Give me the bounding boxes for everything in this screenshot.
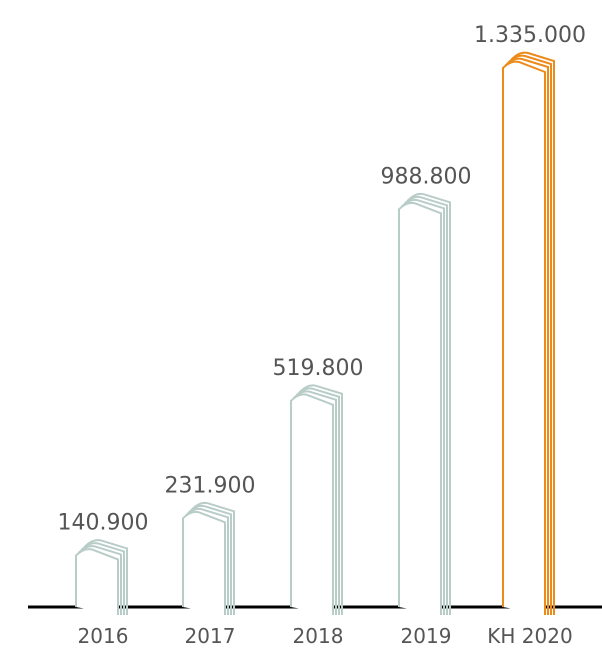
bar-2017 (182, 501, 235, 615)
bar-layer (75, 548, 119, 615)
category-label: 2018 (293, 624, 344, 648)
value-label: 519.800 (273, 356, 364, 381)
value-label: 140.900 (58, 510, 149, 535)
category-label: 2019 (401, 624, 452, 648)
value-label: 988.800 (381, 164, 472, 189)
bar-layer (182, 510, 226, 615)
bar-kh-2020 (502, 51, 555, 615)
category-label: KH 2020 (487, 624, 572, 648)
value-label: 1.335.000 (474, 23, 586, 48)
bar-layer (398, 201, 442, 615)
labels-group: 140.900 2016 231.900 2017 519.800 2018 988.800… (58, 23, 586, 648)
value-label: 231.900 (165, 473, 256, 498)
category-label: 2017 (185, 624, 236, 648)
bar-2016 (75, 539, 128, 615)
bar-layer (290, 393, 334, 615)
bar-2018 (290, 384, 343, 615)
bar-2019 (398, 192, 451, 615)
bar-layer (502, 60, 546, 615)
bars-group (75, 51, 555, 615)
category-label: 2016 (78, 624, 129, 648)
